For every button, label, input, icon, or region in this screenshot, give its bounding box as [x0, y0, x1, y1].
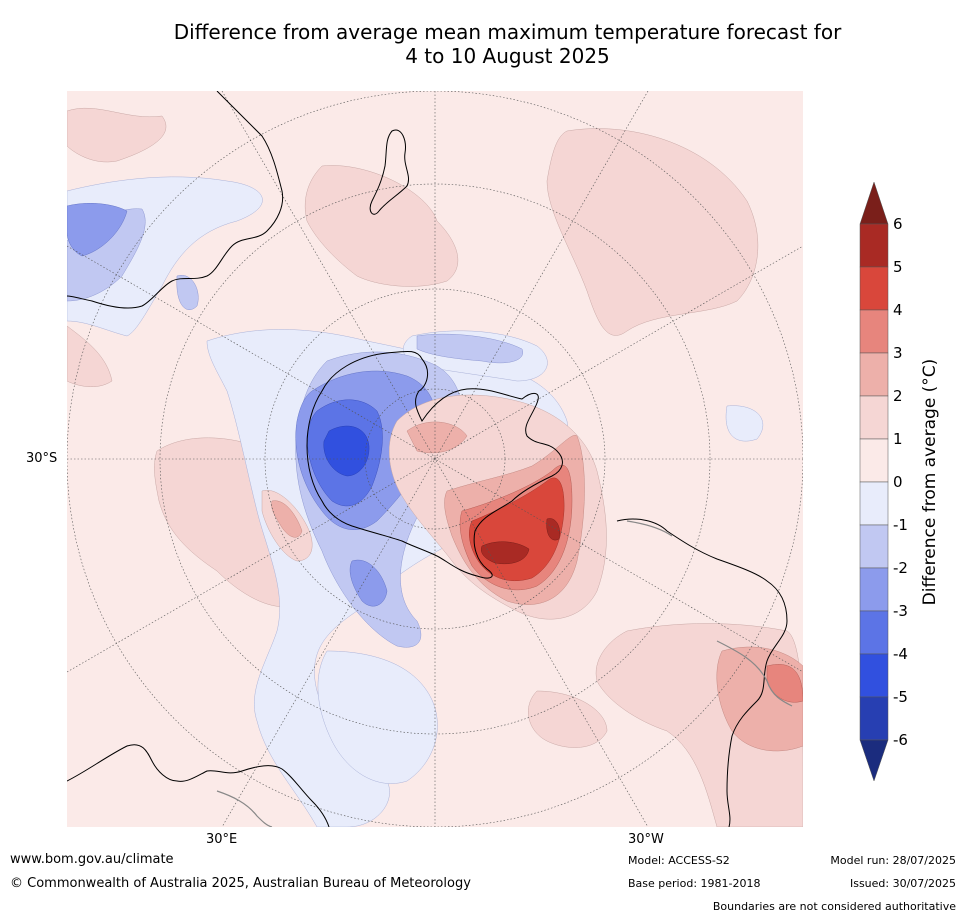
- colorbar-cell-m5_to_m4: [859, 653, 889, 698]
- colorbar-cell-m6_to_m5: [859, 696, 889, 741]
- colorbar-extend-below: [859, 739, 889, 782]
- colorbar-cell-m3_to_m2: [859, 567, 889, 612]
- colorbar-tick-label: -3: [893, 602, 908, 620]
- australia-coastline: [67, 91, 284, 309]
- colorbar-cell-4_to_5: [859, 266, 889, 311]
- colorbar-tick-label: 6: [893, 215, 903, 233]
- colorbar-cell-m4_to_m3: [859, 610, 889, 655]
- colorbar-cell-2_to_3: [859, 352, 889, 397]
- colorbar-cell-5_to_6: [859, 223, 889, 268]
- footer-copyright: © Commonwealth of Australia 2025, Austra…: [10, 876, 471, 891]
- footer-model-run: Model run: 28/07/2025: [830, 854, 956, 867]
- longitude-label-30w: 30°W: [628, 832, 664, 847]
- colorbar-tick-label: -2: [893, 559, 908, 577]
- map-svg: [67, 91, 803, 827]
- colorbar-tick-label: 2: [893, 387, 903, 405]
- colorbar-cell-m2_to_m1: [859, 524, 889, 569]
- new-zealand-coastline: [369, 129, 410, 215]
- footer-issued: Issued: 30/07/2025: [849, 877, 956, 890]
- colorbar-extend-above: [859, 182, 889, 225]
- colorbar-tick-label: -5: [893, 688, 908, 706]
- colorbar: [859, 182, 889, 782]
- coastlines: [67, 91, 788, 827]
- colorbar-tick-label: -6: [893, 731, 908, 749]
- colorbar-tick-label: 3: [893, 344, 903, 362]
- footer-website: www.bom.gov.au/climate: [10, 852, 174, 867]
- colorbar-tick-label: -1: [893, 516, 908, 534]
- colorbar-title: Difference from average (°C): [920, 358, 940, 606]
- anomaly-5-to-6-zones: [481, 518, 560, 565]
- colorbar-tick-label: 4: [893, 301, 903, 319]
- footer-model: Model: ACCESS-S2: [628, 854, 730, 867]
- title-line-1: Difference from average mean maximum tem…: [173, 20, 842, 44]
- graticule: [67, 91, 803, 827]
- map-title: Difference from average mean maximum tem…: [60, 20, 955, 68]
- country-borders: [216, 520, 793, 827]
- colorbar-cell-0_to_1: [859, 438, 889, 483]
- antarctica-coastline: [306, 350, 563, 579]
- colorbar-cell-m1_to_0: [859, 481, 889, 526]
- colorbar-tick-label: 1: [893, 430, 903, 448]
- colorbar-tick-label: -4: [893, 645, 908, 663]
- africa-coastline: [67, 744, 330, 827]
- footer-disclaimer: Boundaries are not considered authoritat…: [712, 900, 956, 913]
- colorbar-cell-1_to_2: [859, 395, 889, 440]
- longitude-label-30e: 30°E: [206, 832, 238, 847]
- colorbar-cell-3_to_4: [859, 309, 889, 354]
- colorbar-tick-label: 0: [893, 473, 903, 491]
- footer-base-period: Base period: 1981-2018: [628, 877, 761, 890]
- latitude-label-30s: 30°S: [26, 451, 58, 466]
- title-line-2: 4 to 10 August 2025: [405, 44, 610, 68]
- polar-map: [67, 91, 803, 827]
- colorbar-tick-label: 5: [893, 258, 903, 276]
- south-america-coastline: [616, 518, 788, 827]
